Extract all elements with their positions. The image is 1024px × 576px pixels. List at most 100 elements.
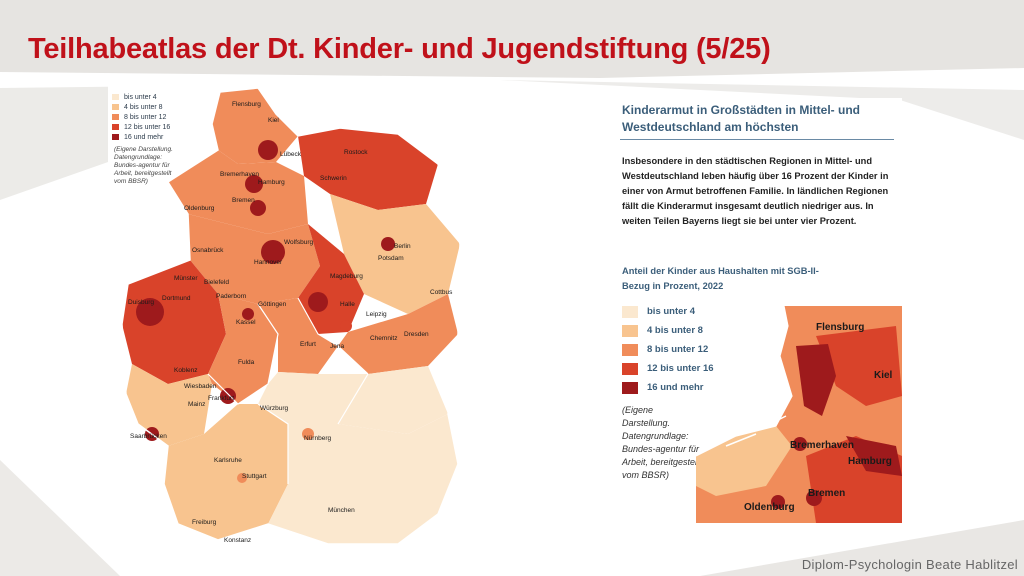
city-halle: Halle — [340, 301, 355, 308]
city-fulda: Fulda — [238, 359, 255, 366]
map-legend-small: bis unter 4 4 bis unter 8 8 bis unter 12… — [112, 92, 170, 142]
north-germany-zoom-map: Flensburg Kiel Bremerhaven Hamburg Breme… — [696, 306, 902, 523]
city-rostock: Rostock — [344, 149, 368, 156]
legend-label: 12 bis unter 16 — [124, 123, 171, 131]
city-bremerhaven: Bremerhaven — [220, 171, 259, 178]
city-flensburg: Flensburg — [232, 101, 261, 108]
legend-label: 4 bis unter 8 — [647, 325, 703, 336]
city-dortmund: Dortmund — [162, 295, 191, 302]
legend-swatch — [622, 362, 638, 375]
region-bayern-south — [268, 414, 458, 544]
city-osnabrueck: Osnabrück — [192, 247, 224, 254]
city-magdeburg: Magdeburg — [330, 273, 363, 280]
legend-label: 4 bis unter 8 — [124, 103, 163, 111]
city-berlin: Berlin — [394, 243, 411, 250]
legend-row: 12 bis unter 16 — [112, 122, 170, 132]
legend-swatch — [622, 343, 638, 356]
zoom-city-flensburg: Flensburg — [816, 322, 864, 333]
legend-label: 12 bis unter 16 — [647, 363, 714, 374]
legend-label: 8 bis unter 12 — [124, 113, 167, 121]
legend-swatch — [622, 305, 638, 318]
city-bremen: Bremen — [232, 197, 255, 204]
city-saarbruecken: Saarbrücken — [130, 433, 167, 440]
legend-row: 16 und mehr — [112, 132, 170, 142]
city-kiel: Kiel — [268, 117, 279, 124]
city-dresden: Dresden — [404, 331, 429, 338]
city-hamburg: Hamburg — [258, 179, 285, 186]
legend-source-note-small: (Eigene Darstellung. Datengrundlage: Bun… — [114, 146, 173, 185]
legend-swatch — [112, 94, 119, 100]
region-brandenburg — [330, 194, 460, 314]
germany-map: Flensburg Kiel Lübeck Rostock Bremerhave… — [121, 87, 461, 545]
legend-label: bis unter 4 — [124, 93, 157, 101]
legend-row: 12 bis unter 16 — [622, 359, 714, 378]
region-niedersachsen-south — [188, 214, 320, 304]
city-wiesbaden: Wiesbaden — [184, 383, 217, 390]
legend-swatch — [112, 134, 119, 140]
city-wuerzburg: Würzburg — [260, 405, 289, 412]
legend-label: 16 und mehr — [647, 382, 704, 393]
legend-row: bis unter 4 — [622, 302, 714, 321]
legend-title: Anteil der Kinder aus Haushalten mit SGB… — [622, 266, 819, 291]
city-frankfurt: Frankfurt — [208, 395, 234, 402]
city-freiburg: Freiburg — [192, 519, 217, 526]
legend-row: 8 bis unter 12 — [622, 340, 714, 359]
map-legend: bis unter 4 4 bis unter 8 8 bis unter 12… — [622, 302, 714, 397]
zoom-city-kiel: Kiel — [874, 370, 893, 381]
city-muenster: Münster — [174, 275, 198, 282]
city-duisburg: Duisburg — [128, 299, 154, 306]
region-rheinland-pfalz — [126, 364, 212, 446]
article-heading: Kinderarmut in Großstädten in Mittel- un… — [622, 103, 860, 134]
city-goettingen: Göttingen — [258, 301, 287, 308]
legend-label: bis unter 4 — [647, 306, 696, 317]
city-stuttgart: Stuttgart — [242, 473, 267, 480]
region-thueringen — [258, 298, 338, 374]
city-paderborn: Paderborn — [216, 293, 247, 300]
city-bielefeld: Bielefeld — [204, 279, 229, 286]
city-nuernberg: Nürnberg — [304, 435, 331, 442]
legend-row: 16 und mehr — [622, 378, 714, 397]
city-mainz: Mainz — [188, 401, 205, 408]
legend-swatch — [112, 104, 119, 110]
city-hannover: Hannover — [254, 259, 283, 266]
city-schwerin: Schwerin — [320, 175, 347, 182]
legend-row: 4 bis unter 8 — [112, 102, 170, 112]
zoom-city-bremerhaven: Bremerhaven — [790, 440, 854, 451]
region-niedersachsen-north — [168, 150, 308, 234]
legend-row: 4 bis unter 8 — [622, 321, 714, 340]
heading-divider — [620, 139, 894, 140]
legend-label: 16 und mehr — [124, 133, 164, 141]
region-nrw — [122, 260, 226, 384]
legend-row: bis unter 4 — [112, 92, 170, 102]
city-potsdam: Potsdam — [378, 255, 404, 262]
legend-swatch — [112, 114, 119, 120]
zoom-city-oldenburg: Oldenburg — [744, 502, 795, 513]
city-koblenz: Koblenz — [174, 367, 198, 374]
region-bw — [164, 404, 288, 540]
city-wolfsburg: Wolfsburg — [284, 239, 314, 246]
region-sachsen — [338, 294, 458, 374]
slide-title: Teilhabeatlas der Dt. Kinder- und Jugend… — [28, 33, 771, 65]
zoom-city-bremen: Bremen — [808, 488, 845, 499]
city-leipzig: Leipzig — [366, 311, 387, 318]
city-konstanz: Konstanz — [224, 537, 251, 544]
region-mecklenburg — [298, 128, 438, 210]
zoom-city-hamburg: Hamburg — [848, 456, 892, 467]
city-luebeck: Lübeck — [280, 151, 302, 158]
region-hessen — [208, 294, 278, 404]
city-muenchen: München — [328, 507, 355, 514]
city-oldenburg: Oldenburg — [184, 205, 215, 212]
legend-row: 8 bis unter 12 — [112, 112, 170, 122]
article-panel: Kinderarmut in Großstädten in Mittel- un… — [614, 98, 902, 523]
legend-swatch — [622, 324, 638, 337]
city-karlsruhe: Karlsruhe — [214, 457, 242, 464]
legend-source-note: (Eigene Darstellung. Datengrundlage: Bun… — [622, 405, 702, 480]
article-body: Insbesondere in den städtischen Regionen… — [622, 156, 889, 226]
city-chemnitz: Chemnitz — [370, 335, 397, 342]
city-erfurt: Erfurt — [300, 341, 316, 348]
germany-map-panel: Flensburg Kiel Lübeck Rostock Bremerhave… — [108, 84, 484, 560]
legend-swatch — [112, 124, 119, 130]
city-cottbus: Cottbus — [430, 289, 453, 296]
author-credit: Diplom-Psychologin Beate Hablitzel — [801, 557, 1018, 572]
city-jena: Jena — [330, 343, 344, 350]
